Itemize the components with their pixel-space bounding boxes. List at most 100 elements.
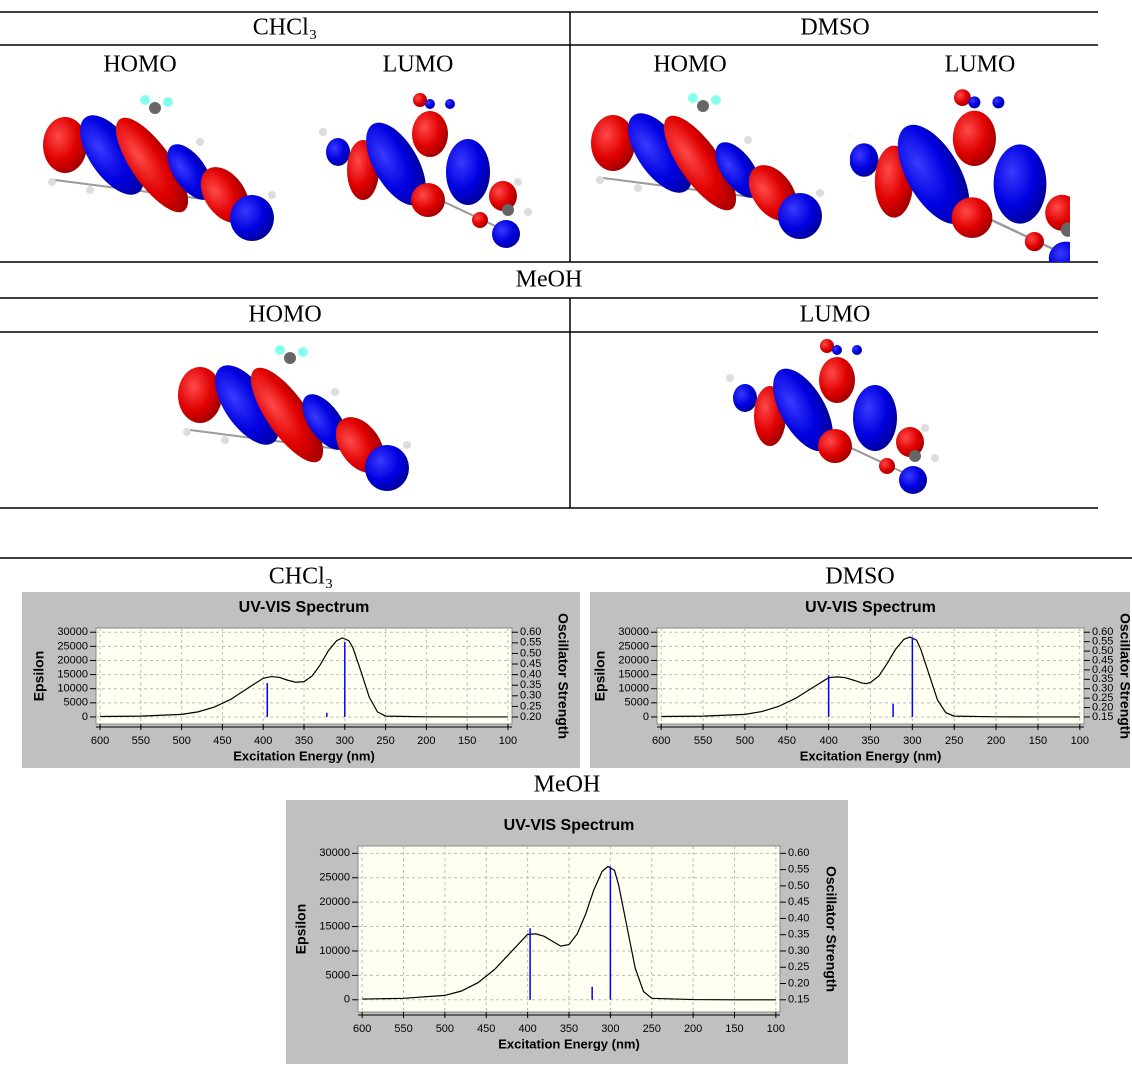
y-tick-label: 5000 [326,969,350,981]
y-tick-label: 20000 [57,654,88,666]
orbital-table: CHCl₃ DMSO HOMO LUMO HOMO LUMO MeOH HOMO… [0,12,1098,508]
orbital-label: LUMO [383,52,454,78]
x-tick-label: 250 [945,735,963,747]
x-tick-label: 200 [987,735,1005,747]
y2-tick-label: 0.40 [788,912,809,924]
y-axis-label: Epsilon [592,651,608,702]
chart-caption: MeOH [534,772,601,798]
orbital-image [43,95,276,241]
y-axis-label: Epsilon [31,651,47,702]
x-tick-label: 550 [694,735,712,747]
x-tick-label: 200 [684,1023,702,1035]
y-tick-label: 10000 [618,683,649,695]
x-tick-label: 600 [353,1023,371,1035]
x-tick-label: 300 [601,1023,619,1035]
chart-caption: DMSO [825,564,894,590]
x-tick-label: 350 [295,735,313,747]
x-tick-label: 100 [1071,735,1089,747]
x-tick-label: 300 [336,735,354,747]
y2-tick-label: 0.20 [788,977,809,989]
y2-tick-label: 0.55 [788,864,809,876]
y2-tick-label: 0.50 [520,647,541,659]
y-tick-label: 5000 [625,697,649,709]
x-axis-label: Excitation Energy (nm) [233,748,375,763]
charts: CHCl₃ UV-VIS Spectrum 600 550 500 450 400 350 30… [22,564,1132,1065]
x-tick-label: 500 [172,735,190,747]
page: CHCl₃ DMSO HOMO LUMO HOMO LUMO MeOH HOMO… [0,0,1132,1068]
x-tick-label: 400 [819,735,837,747]
x-tick-label: 350 [861,735,879,747]
y-tick-label: 15000 [618,668,649,680]
y2-tick-label: 0.25 [520,700,541,712]
uv-vis-chart: DMSO UV-VIS Spectrum 600 550 500 450 400 350 300… [590,564,1132,769]
y2-tick-label: 0.35 [788,929,809,941]
orbital-image [178,345,411,491]
y-tick-label: 0 [344,994,350,1006]
y-tick-label: 0 [82,711,88,723]
solvent-header: DMSO [800,15,869,41]
x-tick-label: 150 [1029,735,1047,747]
y2-tick-label: 0.55 [520,637,541,649]
y2-axis-label: Oscillator Strength [1117,613,1132,739]
y-tick-label: 30000 [319,847,350,859]
y-tick-label: 25000 [618,640,649,652]
y2-tick-label: 0.40 [520,669,541,681]
x-tick-label: 450 [778,735,796,747]
y-tick-label: 10000 [319,945,350,957]
y-axis-label: Epsilon [293,904,309,955]
x-tick-label: 400 [254,735,272,747]
y-tick-label: 25000 [319,872,350,884]
panel-clip: Oscillator Strength [823,866,839,992]
x-tick-label: 150 [725,1023,743,1035]
y-tick-label: 15000 [319,920,350,932]
y2-tick-label: 0.60 [520,626,541,638]
orbital-label: HOMO [103,52,176,78]
x-tick-label: 400 [518,1023,536,1035]
y2-tick-label: 0.45 [788,896,809,908]
panel-clip: Oscillator Strength [1117,613,1132,739]
x-axis-label: Excitation Energy (nm) [498,1036,640,1051]
x-tick-label: 100 [767,1023,785,1035]
x-tick-label: 550 [394,1023,412,1035]
y-tick-label: 10000 [57,683,88,695]
x-tick-label: 600 [91,735,109,747]
chart-title: UV-VIS Spectrum [239,599,370,616]
y2-tick-label: 0.50 [788,880,809,892]
x-tick-label: 250 [643,1023,661,1035]
solvent-header: MeOH [516,267,583,293]
x-tick-label: 250 [376,735,394,747]
y2-axis-label: Oscillator Strength [823,866,839,992]
y2-tick-label: 0.60 [788,847,809,859]
orbital-image [726,339,939,494]
y2-axis-label: Oscillator Strength [555,613,571,739]
y2-tick-label: 0.30 [788,945,809,957]
y2-tick-label: 0.30 [520,690,541,702]
chart-caption: CHCl₃ [269,564,333,590]
uv-vis-chart: MeOHUV-VIS Spectrum600550500450400350300… [286,772,848,1065]
orbital-label: LUMO [800,302,871,328]
panel-clip: Oscillator Strength [555,613,571,739]
orbital-crop [841,89,1097,275]
x-tick-label: 300 [903,735,921,747]
x-tick-label: 100 [499,735,517,747]
uv-vis-chart: CHCl₃ UV-VIS Spectrum 600 550 500 450 400 350 30… [22,564,580,769]
chart-title: UV-VIS Spectrum [504,817,635,834]
y-tick-label: 20000 [618,654,649,666]
x-tick-label: 600 [652,735,670,747]
y2-tick-label: 0.20 [520,711,541,723]
x-tick-label: 200 [417,735,435,747]
y2-tick-label: 0.25 [788,961,809,973]
y-tick-label: 30000 [57,626,88,638]
x-tick-label: 450 [213,735,231,747]
x-tick-label: 150 [458,735,476,747]
x-tick-label: 550 [132,735,150,747]
y2-tick-label: 0.15 [788,994,809,1006]
orbital-label: HOMO [248,302,321,328]
orbital-label: LUMO [945,52,1016,78]
orbital-image [841,89,1097,275]
chart-title: UV-VIS Spectrum [805,599,936,616]
x-tick-label: 500 [736,735,754,747]
y-tick-label: 5000 [64,697,88,709]
x-tick-label: 350 [560,1023,578,1035]
orbital-image [591,93,824,239]
